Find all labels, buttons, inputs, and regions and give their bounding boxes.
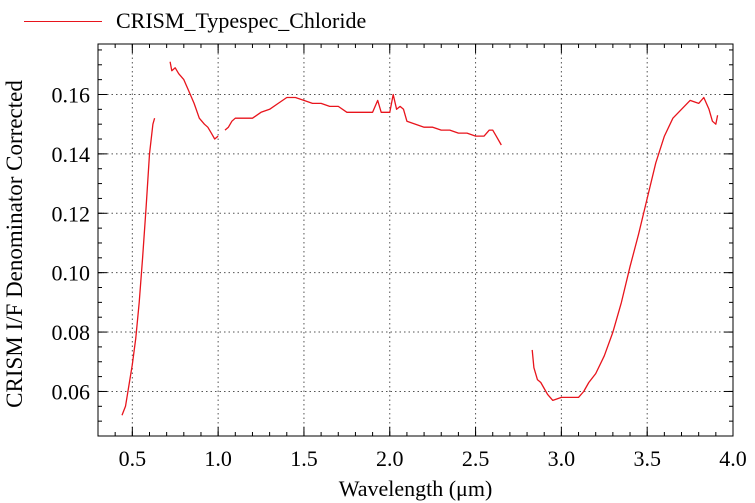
tick-labels: 0.5 1.0 1.5 2.0 2.5 3.0 3.5 4.0 0.06 0.08 0.10 0.12…: [52, 82, 747, 471]
series-line-segment: [531, 96, 719, 402]
x-tick-label: 1.5: [290, 446, 318, 471]
y-axis-label-box: CRISM I/F Denominator Corrected: [0, 0, 30, 503]
x-tick-label: 0.5: [119, 446, 147, 471]
x-axis-label: Wavelength (μm): [338, 476, 493, 501]
x-tick-label: 2.5: [462, 446, 490, 471]
y-tick-label: 0.16: [52, 82, 91, 107]
y-tick-label: 0.10: [52, 261, 91, 286]
y-tick-label: 0.12: [52, 201, 91, 226]
x-tick-label: 3.5: [633, 446, 661, 471]
x-tick-label: 3.0: [548, 446, 576, 471]
axis-ticks: [97, 44, 734, 436]
y-axis-label: CRISM I/F Denominator Corrected: [2, 80, 27, 408]
x-tick-label: 1.0: [204, 446, 232, 471]
plot-frame: [97, 43, 734, 437]
series-line-segment: [121, 118, 156, 416]
x-tick-label: 2.0: [376, 446, 404, 471]
legend: CRISM_Typespec_Chloride: [24, 6, 366, 36]
series-group: [121, 61, 719, 416]
series-line-segment: [224, 93, 502, 146]
legend-label: CRISM_Typespec_Chloride: [116, 8, 367, 33]
y-tick-label: 0.06: [52, 379, 91, 404]
legend-swatch: [24, 20, 102, 22]
x-tick-label: 4.0: [719, 446, 747, 471]
y-tick-label: 0.14: [52, 142, 91, 167]
series-line-segment: [169, 61, 219, 140]
y-tick-label: 0.08: [52, 320, 91, 345]
